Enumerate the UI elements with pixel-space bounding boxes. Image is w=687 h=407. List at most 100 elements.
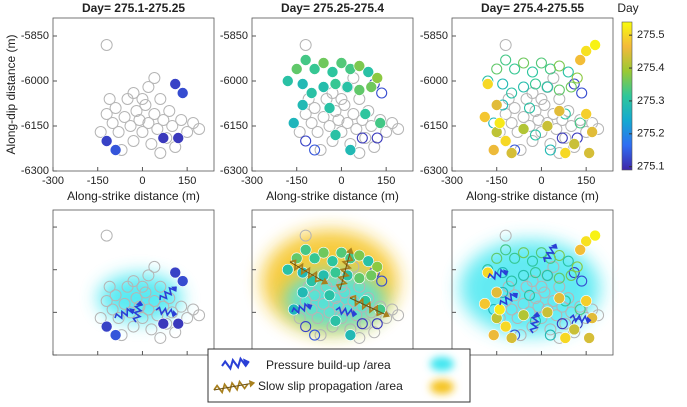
- event-background: [130, 292, 143, 305]
- event-background: [112, 312, 125, 325]
- event-current: [323, 102, 336, 114]
- event-background: [544, 138, 557, 150]
- x-tick-label: -300: [441, 175, 463, 187]
- event-background: [124, 120, 137, 132]
- event-current: [553, 292, 566, 304]
- event-background: [559, 132, 572, 144]
- event-background: [187, 117, 200, 129]
- event-background: [532, 114, 545, 126]
- event-earlier: [553, 60, 565, 72]
- event-earlier: [576, 87, 588, 99]
- event-background: [127, 87, 140, 99]
- event-background: [121, 93, 134, 105]
- event-background: [293, 312, 306, 325]
- event-background: [118, 297, 131, 310]
- event-earlier: [574, 117, 586, 129]
- panel: -300 -150 0 150 -6300 -6150 -6000 -5850 Day= 275…: [420, 1, 614, 203]
- event-background: [142, 117, 155, 129]
- event-current: [580, 45, 592, 57]
- event-current: [287, 117, 300, 129]
- x-axis-label: Along-strike distance (m): [67, 189, 200, 203]
- event-background: [166, 120, 179, 132]
- event-background: [139, 286, 152, 299]
- event-current: [505, 147, 518, 159]
- event-background: [136, 280, 149, 293]
- event-earlier: [509, 252, 521, 264]
- x-tick-label: 0: [338, 175, 344, 187]
- event-current: [157, 317, 170, 330]
- event-current: [583, 332, 595, 344]
- event-background: [526, 135, 539, 147]
- y-tick-label: -6150: [21, 120, 49, 132]
- chart-title: Day= 275.4-275.55: [481, 1, 584, 15]
- event-current: [299, 244, 312, 256]
- event-background: [505, 117, 518, 129]
- event-earlier: [556, 132, 568, 144]
- event-current: [353, 249, 366, 262]
- x-tick-label: -300: [241, 175, 263, 187]
- event-background: [163, 105, 176, 117]
- event-background: [127, 135, 140, 147]
- event-background: [154, 331, 167, 344]
- event-background: [148, 72, 161, 84]
- event-background: [163, 292, 176, 305]
- event-current: [329, 129, 342, 141]
- event-current: [493, 117, 506, 129]
- event-earlier: [568, 78, 580, 90]
- event-current: [371, 261, 384, 273]
- event-current: [580, 235, 592, 248]
- event-earlier: [574, 303, 586, 316]
- event-current: [317, 246, 330, 259]
- event-background: [338, 286, 351, 299]
- event-current: [362, 66, 375, 78]
- event-background: [311, 312, 324, 325]
- event-background: [103, 280, 116, 293]
- event-current: [574, 244, 587, 256]
- event-current: [481, 78, 494, 90]
- event-current: [580, 108, 592, 120]
- event-earlier: [500, 244, 512, 256]
- event-background: [350, 123, 363, 135]
- event-earlier: [497, 78, 509, 90]
- event-background: [193, 309, 206, 322]
- event-current: [517, 123, 530, 135]
- event-current: [317, 81, 330, 93]
- event-current: [517, 309, 530, 321]
- event-background: [526, 275, 539, 288]
- event-earlier: [562, 255, 574, 267]
- event-background: [100, 294, 113, 307]
- event-current: [100, 320, 113, 333]
- event-background: [305, 303, 318, 316]
- x-tick-label: 0: [139, 175, 145, 187]
- event-background: [574, 114, 587, 126]
- event-earlier: [376, 275, 388, 287]
- event-background: [338, 99, 351, 111]
- event-background: [308, 289, 321, 302]
- event-background: [508, 289, 521, 302]
- event-background: [142, 81, 155, 93]
- event-background: [502, 93, 515, 105]
- event-background: [193, 123, 206, 135]
- event-earlier: [506, 87, 518, 99]
- event-earlier: [571, 72, 583, 84]
- event-background: [127, 320, 140, 333]
- event-current: [308, 63, 321, 75]
- event-current: [365, 81, 378, 93]
- x-axis-label: Along-strike distance (m): [466, 189, 599, 203]
- event-earlier: [518, 269, 530, 281]
- event-earlier: [309, 329, 321, 341]
- event-background: [499, 229, 512, 242]
- y-axis-label: Along-dip distance (m): [4, 34, 18, 154]
- event-current: [487, 144, 500, 156]
- panel: -300 -150 0 150 -6300 -6150 -6000 -5850 Day= 275…: [220, 1, 414, 203]
- event-earlier: [529, 129, 542, 141]
- event-current: [299, 54, 312, 66]
- event-earlier: [523, 289, 536, 301]
- event-earlier: [491, 252, 503, 264]
- event-background: [332, 300, 345, 313]
- event-background: [175, 300, 188, 313]
- chart-title: Day= 275.25-275.4: [281, 1, 384, 15]
- plot-area: [251, 17, 414, 172]
- event-background: [181, 312, 194, 325]
- colorbar-tick-label: 275.4: [637, 62, 665, 74]
